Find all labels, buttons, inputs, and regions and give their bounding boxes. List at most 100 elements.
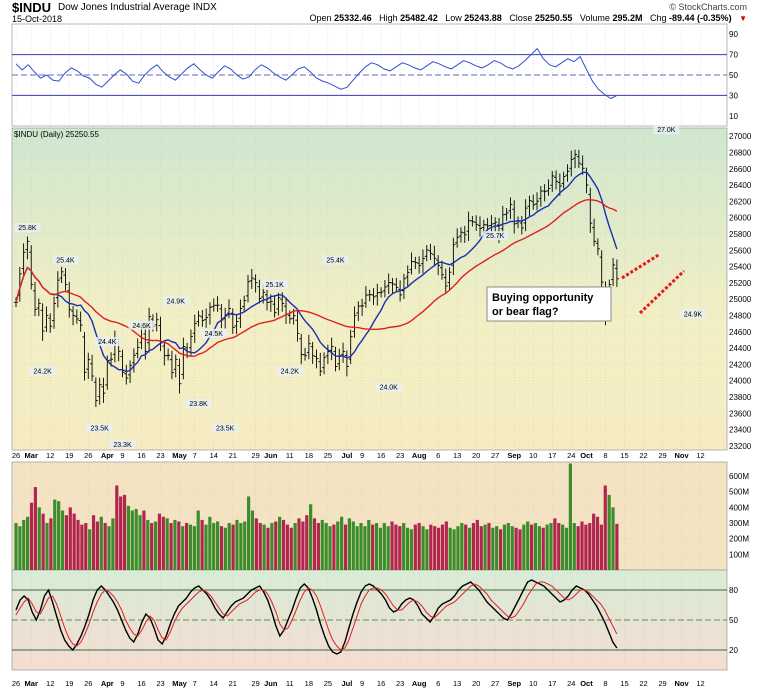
price-x-tick: 20 bbox=[472, 451, 480, 460]
volume-bar bbox=[134, 508, 138, 570]
volume-bar bbox=[76, 519, 80, 570]
volume-bar bbox=[487, 523, 491, 570]
point-label-bg bbox=[322, 255, 349, 265]
volume-bar bbox=[378, 527, 383, 570]
volume-bar bbox=[522, 524, 526, 570]
volume-bar bbox=[281, 519, 286, 570]
volume-label: Volume bbox=[579, 13, 610, 23]
point-label-bg bbox=[482, 231, 509, 241]
point-label-text: 25.8K bbox=[18, 225, 37, 232]
volume-axis-tick: 600M bbox=[729, 472, 749, 481]
bottom-x-tick: 9 bbox=[120, 679, 124, 688]
volume-bar bbox=[219, 526, 224, 570]
bottom-x-tick: 19 bbox=[65, 679, 73, 688]
point-label-bg bbox=[679, 309, 706, 319]
volume-bar bbox=[99, 516, 103, 570]
volume-bar bbox=[584, 524, 588, 570]
price-point-label: 23.3K bbox=[109, 439, 136, 449]
price-axis-tick: 26000 bbox=[729, 214, 752, 223]
price-x-tick: 18 bbox=[305, 451, 313, 460]
volume-bar bbox=[181, 526, 185, 570]
volume-bar bbox=[72, 513, 76, 570]
bottom-x-tick: 13 bbox=[453, 679, 461, 688]
volume-bar bbox=[526, 521, 530, 570]
volume-bar bbox=[64, 515, 68, 570]
price-x-tick: Jun bbox=[264, 451, 278, 460]
open-label: Open bbox=[309, 13, 332, 23]
price-panel-title: $INDU (Daily) 25250.55 bbox=[14, 130, 99, 139]
volume-bar bbox=[130, 510, 134, 570]
bottom-x-tick: 15 bbox=[620, 679, 628, 688]
point-label-text: 25.4K bbox=[326, 258, 345, 265]
high-label: High bbox=[379, 13, 398, 23]
annotation-line-2: or bear flag? bbox=[492, 306, 559, 318]
price-point-label: 24.2K bbox=[276, 366, 303, 376]
volume-bar bbox=[80, 524, 84, 570]
bottom-x-tick: 6 bbox=[436, 679, 440, 688]
volume-bar bbox=[142, 510, 146, 570]
volume-bar bbox=[266, 527, 270, 570]
price-x-tick: 12 bbox=[46, 451, 54, 460]
price-point-label: 25.1K bbox=[261, 280, 288, 290]
volume-bar bbox=[413, 524, 417, 570]
point-label-text: 24.5K bbox=[205, 331, 224, 338]
point-label-bg bbox=[276, 366, 303, 376]
volume-bar bbox=[557, 523, 561, 570]
point-label-bg bbox=[375, 382, 402, 392]
volume-bar bbox=[440, 524, 445, 570]
volume-bar bbox=[510, 526, 514, 570]
volume-bar bbox=[37, 507, 41, 570]
volume-bar bbox=[390, 521, 394, 570]
volume-bar bbox=[293, 523, 297, 570]
volume-bar bbox=[475, 519, 479, 570]
price-point-label: 24.9K bbox=[679, 309, 706, 319]
price-x-tick: 23 bbox=[156, 451, 164, 460]
price-axis-tick: 26600 bbox=[729, 165, 752, 174]
price-x-tick: 19 bbox=[65, 451, 73, 460]
bottom-x-tick: Jul bbox=[341, 679, 352, 688]
ticker-symbol: $INDU bbox=[12, 0, 52, 15]
bottom-x-tick: 22 bbox=[639, 679, 647, 688]
volume-bar bbox=[499, 529, 503, 570]
volume-bar bbox=[111, 518, 115, 570]
point-label-text: 24.9K bbox=[684, 311, 703, 318]
volume-bar bbox=[572, 523, 576, 570]
volume-bar bbox=[274, 521, 278, 570]
volume-bar bbox=[417, 523, 421, 570]
top-axis-tick: 30 bbox=[729, 91, 738, 100]
top-axis-tick: 90 bbox=[729, 30, 738, 39]
volume-bar bbox=[421, 526, 425, 570]
bottom-x-tick: 23 bbox=[156, 679, 164, 688]
point-label-bg bbox=[29, 366, 56, 376]
volume-bar bbox=[88, 529, 92, 570]
volume-bar bbox=[549, 523, 553, 570]
volume-bar bbox=[41, 513, 45, 570]
annotation-bg bbox=[486, 286, 612, 322]
down-arrow-icon: ▼ bbox=[739, 14, 747, 23]
point-label-bg bbox=[86, 423, 113, 433]
point-label-text: 27.0K bbox=[657, 127, 676, 134]
volume-bar bbox=[18, 526, 22, 570]
price-x-tick: 6 bbox=[436, 451, 440, 460]
volume-bar bbox=[119, 496, 123, 570]
price-x-tick: 11 bbox=[286, 451, 294, 460]
price-x-tick: 7 bbox=[193, 451, 197, 460]
volume-bar bbox=[68, 507, 72, 570]
volume-bar bbox=[161, 516, 165, 570]
volume-bar bbox=[479, 526, 483, 570]
bottom-x-tick: 11 bbox=[286, 679, 294, 688]
price-x-tick: 13 bbox=[453, 451, 461, 460]
volume-bar bbox=[126, 505, 131, 570]
volume-bar bbox=[386, 526, 390, 570]
annotation-line-1: Buying opportunity bbox=[492, 292, 594, 304]
volume-bar bbox=[91, 515, 96, 570]
price-x-tick: 16 bbox=[137, 451, 145, 460]
price-x-tick: 21 bbox=[229, 451, 237, 460]
bottom-x-tick: 20 bbox=[472, 679, 480, 688]
volume-bar bbox=[95, 521, 100, 570]
volume-bar bbox=[122, 494, 127, 570]
volume-bar bbox=[580, 521, 584, 570]
price-axis-tick: 25400 bbox=[729, 263, 752, 272]
volume-bar bbox=[495, 526, 499, 570]
volume-bar bbox=[467, 527, 472, 570]
